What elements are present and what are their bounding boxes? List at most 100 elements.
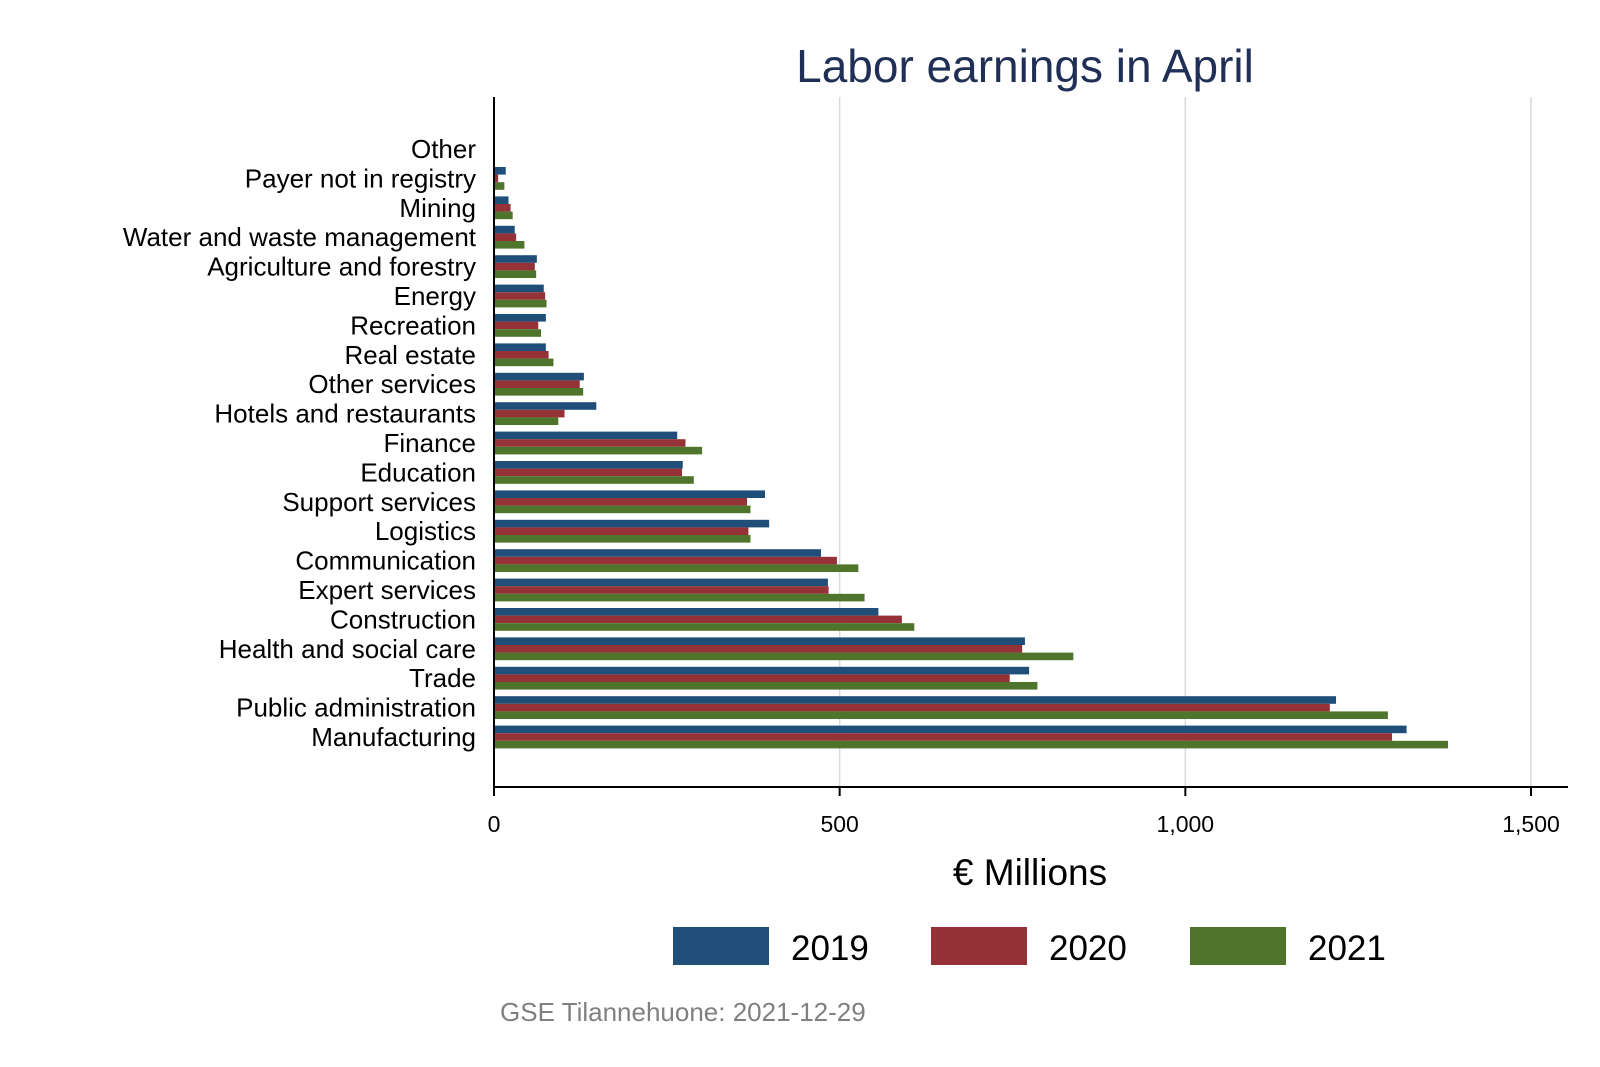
category-label: Trade — [409, 663, 476, 693]
bar-2019 — [494, 255, 537, 263]
category-label: Communication — [295, 546, 476, 576]
bar-2020 — [494, 586, 829, 594]
x-ticks: 0 500 1,000 1,500 — [488, 787, 1560, 837]
x-tick-label: 1,500 — [1502, 811, 1560, 837]
bar-2021 — [494, 623, 915, 631]
bar-2019 — [494, 343, 546, 351]
legend-swatch-2019 — [673, 927, 769, 965]
bar-2019 — [494, 372, 584, 381]
bar-2021 — [494, 535, 751, 543]
bar-2019 — [494, 725, 1407, 734]
legend-label: 2019 — [791, 929, 869, 968]
category-label: Manufacturing — [311, 722, 476, 752]
source-caption: GSE Tilannehuone: 2021-12-29 — [500, 997, 866, 1027]
x-tick-label: 0 — [488, 811, 501, 837]
bar-2020 — [494, 439, 686, 447]
category-label: Recreation — [350, 310, 476, 340]
bar-2021 — [494, 564, 859, 572]
legend-swatch-2021 — [1190, 927, 1286, 965]
x-axis-label: € Millions — [953, 852, 1107, 893]
chart-title: Labor earnings in April — [796, 40, 1254, 92]
bar-2021 — [494, 476, 694, 484]
x-tick-label: 1,000 — [1157, 811, 1215, 837]
bar-2021 — [494, 299, 547, 308]
bar-2019 — [494, 196, 509, 204]
bar-2021 — [494, 505, 751, 514]
bar-2020 — [494, 645, 1023, 653]
bar-2021 — [494, 417, 559, 425]
category-label: Hotels and restaurants — [214, 399, 476, 429]
category-label: Real estate — [344, 340, 476, 370]
bar-2021 — [494, 682, 1038, 690]
category-label: Other — [411, 134, 476, 164]
bar-2019 — [494, 167, 506, 175]
category-label: Expert services — [298, 575, 476, 605]
bars — [494, 137, 1449, 749]
bar-2021 — [494, 241, 525, 249]
legend-label: 2021 — [1308, 929, 1386, 968]
bar-2020 — [494, 615, 902, 624]
bar-2021 — [494, 211, 513, 220]
category-label: Payer not in registry — [245, 163, 476, 193]
bar-2020 — [494, 733, 1393, 741]
bar-2020 — [494, 321, 539, 330]
legend-label: 2020 — [1049, 929, 1127, 968]
bar-2019 — [494, 490, 766, 498]
category-label: Mining — [399, 193, 476, 223]
bar-2019 — [494, 284, 544, 293]
bar-2019 — [494, 608, 879, 616]
legend-swatch-2020 — [931, 927, 1027, 965]
bar-2019 — [494, 637, 1025, 645]
bar-2021 — [494, 182, 505, 190]
bar-2021 — [494, 740, 1449, 749]
bar-2020 — [494, 527, 749, 535]
bar-2019 — [494, 402, 597, 410]
bar-2020 — [494, 468, 683, 477]
bar-2021 — [494, 652, 1074, 661]
bar-2021 — [494, 593, 865, 602]
bar-2019 — [494, 314, 546, 322]
bar-2020 — [494, 233, 517, 241]
bar-2020 — [494, 204, 511, 212]
bar-2020 — [494, 498, 748, 506]
category-label: Public administration — [236, 693, 476, 723]
legend: 2019 2020 2021 — [673, 927, 1386, 968]
category-label: Other services — [308, 369, 476, 399]
category-label: Construction — [330, 604, 476, 634]
x-tick-label: 500 — [820, 811, 858, 837]
bar-2021 — [494, 358, 554, 367]
bar-2019 — [494, 431, 678, 440]
bar-2019 — [494, 225, 515, 234]
bar-2019 — [494, 519, 770, 528]
bar-2021 — [494, 446, 703, 455]
bar-2019 — [494, 549, 822, 557]
category-label: Health and social care — [219, 634, 476, 664]
category-label: Education — [360, 457, 476, 487]
bar-2019 — [494, 696, 1337, 704]
bar-2020 — [494, 703, 1330, 712]
bar-2020 — [494, 351, 549, 359]
bar-2020 — [494, 380, 580, 388]
bar-2021 — [494, 388, 584, 396]
bar-2020 — [494, 409, 565, 418]
category-label: Logistics — [375, 516, 476, 546]
category-label: Water and waste management — [123, 222, 477, 252]
category-label: Support services — [282, 487, 476, 517]
bar-2020 — [494, 292, 546, 300]
bar-2021 — [494, 711, 1388, 719]
bar-2021 — [494, 329, 542, 337]
bar-2020 — [494, 262, 535, 271]
bar-2020 — [494, 174, 499, 183]
bar-2021 — [494, 270, 537, 278]
bar-2019 — [494, 461, 683, 469]
bar-2019 — [494, 666, 1030, 675]
category-label: Energy — [394, 281, 476, 311]
category-label: Agriculture and forestry — [207, 252, 476, 282]
bar-2020 — [494, 674, 1010, 682]
axes — [493, 97, 1568, 788]
bar-2019 — [494, 578, 828, 587]
bar-2020 — [494, 556, 837, 565]
category-label: Finance — [384, 428, 477, 458]
